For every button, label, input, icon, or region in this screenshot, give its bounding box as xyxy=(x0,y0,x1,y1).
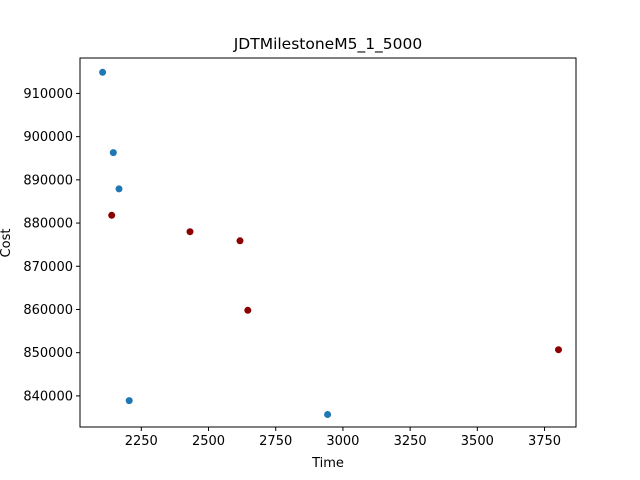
data-point-series-2-1 xyxy=(108,211,116,219)
data-point-series-1-5 xyxy=(324,411,332,418)
data-point-series-2-5 xyxy=(555,346,562,354)
data-points xyxy=(99,68,562,418)
data-point-series-1-3 xyxy=(115,185,123,193)
data-point-series-2-4 xyxy=(244,306,252,314)
x-tick-label: 2500 xyxy=(192,434,225,449)
data-point-series-1-1 xyxy=(99,68,107,76)
y-tick-label: 850000 xyxy=(23,346,73,361)
x-tick-label: 3500 xyxy=(461,434,494,449)
y-tick-label: 910000 xyxy=(23,87,73,102)
x-axis-ticks: 2250 2500 2750 3000 3250 3500 3750 xyxy=(125,427,561,449)
y-tick-label: 880000 xyxy=(23,217,73,232)
chart-title: JDTMilestoneM5_1_5000 xyxy=(233,35,423,54)
data-point-series-2-2 xyxy=(186,228,194,236)
x-axis-title: Time xyxy=(311,456,344,471)
x-tick-label: 2250 xyxy=(125,434,158,449)
data-point-series-1-4 xyxy=(125,397,133,405)
y-tick-label: 840000 xyxy=(23,389,73,404)
y-tick-label: 900000 xyxy=(23,130,73,145)
x-tick-label: 3000 xyxy=(326,434,359,449)
data-point-series-2-3 xyxy=(236,237,244,245)
y-tick-label: 890000 xyxy=(23,173,73,188)
plot-area-frame xyxy=(79,57,577,428)
y-axis-ticks: 840000 850000 860000 870000 880000 890000 9000… xyxy=(23,87,80,404)
data-point-series-1-2 xyxy=(109,149,117,157)
x-tick-label: 3750 xyxy=(528,434,561,449)
y-tick-label: 870000 xyxy=(23,260,73,275)
x-tick-label: 2750 xyxy=(259,434,292,449)
y-axis-title: Cost xyxy=(0,229,14,258)
x-tick-label: 3250 xyxy=(394,434,427,449)
y-tick-label: 860000 xyxy=(23,303,73,318)
